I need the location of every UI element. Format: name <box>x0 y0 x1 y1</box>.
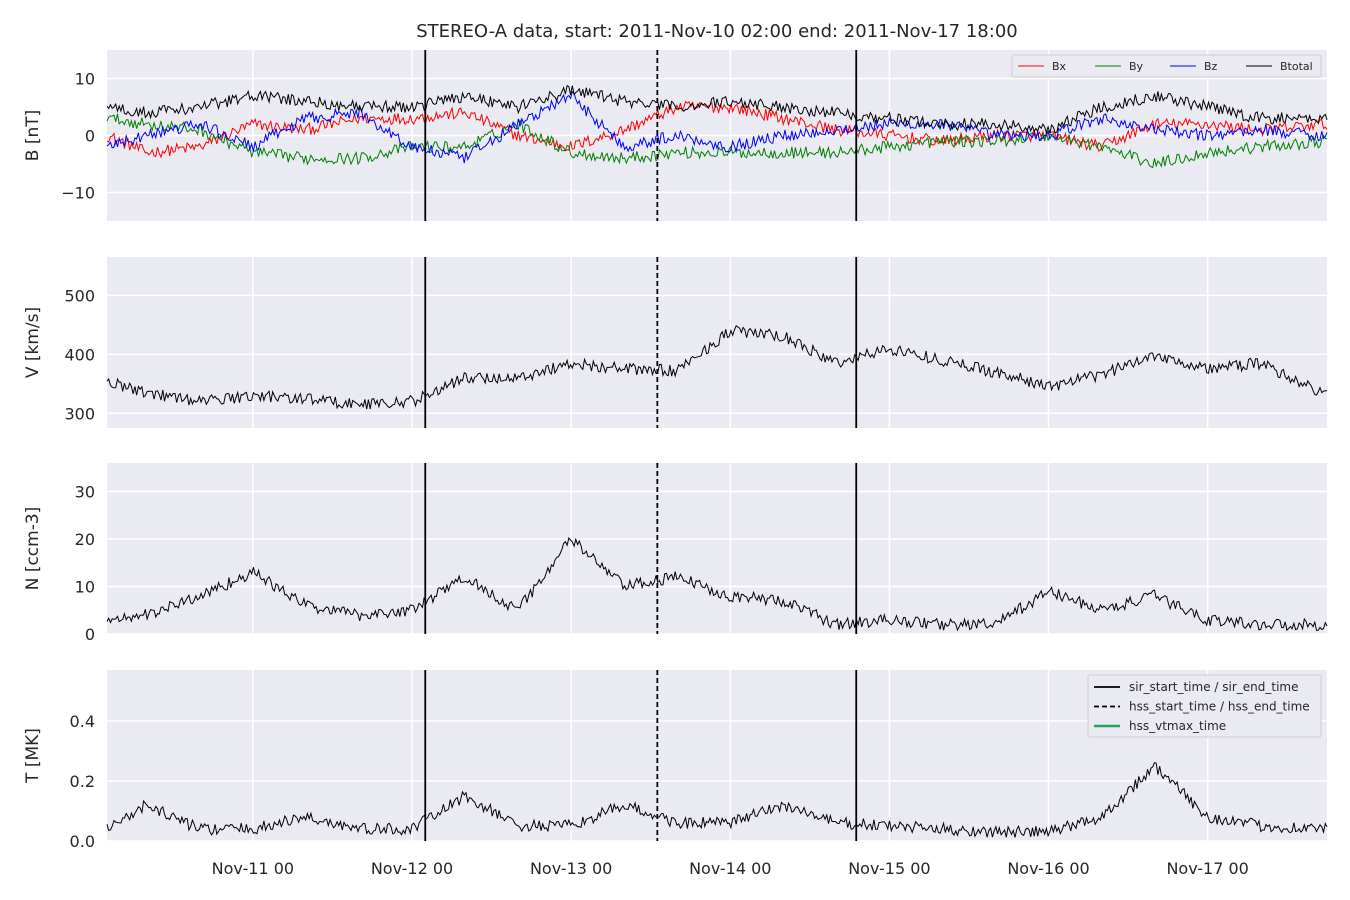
y-axis-label: V [km/s] <box>23 307 43 378</box>
legend-entry: Bx <box>1052 60 1067 73</box>
x-tick-label: Nov-17 00 <box>1166 859 1248 878</box>
legend-entry: Bz <box>1204 60 1218 73</box>
x-tick-label: Nov-12 00 <box>371 859 453 878</box>
legend-b: Bx By Bz Btotal <box>1011 54 1322 78</box>
y-tick-label: −10 <box>61 184 95 203</box>
y-tick-label: 20 <box>75 530 95 549</box>
plot-background <box>107 257 1327 428</box>
y-axis-label: B [nT] <box>23 110 43 162</box>
y-tick-label: 300 <box>64 404 95 423</box>
series-line-data <box>106 761 1328 838</box>
series-line-by <box>106 113 1328 169</box>
legend-entry: Btotal <box>1280 60 1313 73</box>
x-tick-label: Nov-16 00 <box>1007 859 1089 878</box>
panel-2: 300 400 500 V [km/s] <box>23 257 1328 428</box>
legend-events: sir_start_time / sir_end_time hss_start_t… <box>1087 674 1322 738</box>
legend-box <box>1087 674 1322 738</box>
series-line-bz <box>106 90 1328 164</box>
x-tick-label: Nov-11 00 <box>212 859 294 878</box>
panel-3: 0 10 20 30 N [ccm-3] <box>23 463 1328 644</box>
series-line-data <box>106 536 1328 632</box>
y-tick-label: 10 <box>75 70 95 89</box>
y-tick-label: 0.4 <box>70 712 95 731</box>
series-line-data <box>106 325 1328 410</box>
x-tick-label: Nov-15 00 <box>848 859 930 878</box>
y-tick-label: 0 <box>85 625 95 644</box>
y-tick-label: 0.0 <box>70 832 95 851</box>
y-tick-label: 10 <box>75 578 95 597</box>
series-line-btotal <box>106 84 1328 135</box>
x-tick-label: Nov-14 00 <box>689 859 771 878</box>
chart-title: STEREO-A data, start: 2011-Nov-10 02:00 … <box>416 21 1017 42</box>
plot-background <box>107 463 1327 634</box>
legend-entry: sir_start_time / sir_end_time <box>1129 680 1299 694</box>
panel-1: −10 0 10 B [nT] Bx By Bz Btotal <box>23 50 1328 221</box>
legend-box <box>1011 54 1322 78</box>
panel-4: 0.0 0.2 0.4 T [MK] sir_start_time / sir_end_… <box>23 670 1328 851</box>
y-tick-label: 0.2 <box>70 772 95 791</box>
y-tick-label: 0 <box>85 127 95 146</box>
y-axis-label: T [MK] <box>23 728 43 784</box>
y-tick-label: 30 <box>75 483 95 502</box>
y-tick-label: 500 <box>64 286 95 305</box>
series-line-bx <box>106 100 1328 159</box>
legend-entry: hss_start_time / hss_end_time <box>1129 700 1310 714</box>
x-tick-label: Nov-13 00 <box>530 859 612 878</box>
legend-entry: hss_vtmax_time <box>1129 719 1226 733</box>
y-tick-label: 400 <box>64 345 95 364</box>
y-axis-label: N [ccm-3] <box>23 507 43 591</box>
legend-entry: By <box>1129 60 1144 73</box>
